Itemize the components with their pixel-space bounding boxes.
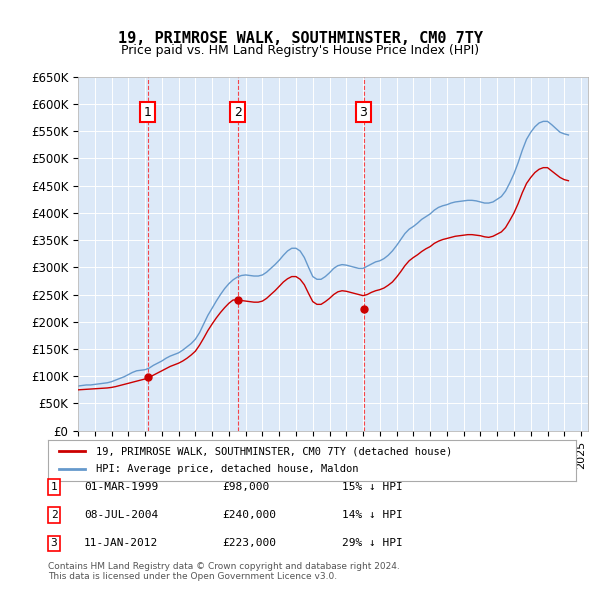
- Text: £98,000: £98,000: [222, 482, 269, 491]
- Text: 1: 1: [144, 106, 152, 119]
- Text: 1: 1: [50, 482, 58, 491]
- Text: 3: 3: [50, 539, 58, 548]
- Text: 01-MAR-1999: 01-MAR-1999: [84, 482, 158, 491]
- Text: 14% ↓ HPI: 14% ↓ HPI: [342, 510, 403, 520]
- Text: 11-JAN-2012: 11-JAN-2012: [84, 539, 158, 548]
- Text: HPI: Average price, detached house, Maldon: HPI: Average price, detached house, Mald…: [95, 464, 358, 474]
- Text: 2: 2: [50, 510, 58, 520]
- Text: 2: 2: [233, 106, 242, 119]
- Text: 29% ↓ HPI: 29% ↓ HPI: [342, 539, 403, 548]
- Text: 15% ↓ HPI: 15% ↓ HPI: [342, 482, 403, 491]
- Text: £240,000: £240,000: [222, 510, 276, 520]
- Text: 19, PRIMROSE WALK, SOUTHMINSTER, CM0 7TY: 19, PRIMROSE WALK, SOUTHMINSTER, CM0 7TY: [118, 31, 482, 46]
- Text: 08-JUL-2004: 08-JUL-2004: [84, 510, 158, 520]
- Text: Contains HM Land Registry data © Crown copyright and database right 2024.
This d: Contains HM Land Registry data © Crown c…: [48, 562, 400, 581]
- Text: Price paid vs. HM Land Registry's House Price Index (HPI): Price paid vs. HM Land Registry's House …: [121, 44, 479, 57]
- Text: 3: 3: [359, 106, 367, 119]
- Text: 19, PRIMROSE WALK, SOUTHMINSTER, CM0 7TY (detached house): 19, PRIMROSE WALK, SOUTHMINSTER, CM0 7TY…: [95, 446, 452, 456]
- Text: £223,000: £223,000: [222, 539, 276, 548]
